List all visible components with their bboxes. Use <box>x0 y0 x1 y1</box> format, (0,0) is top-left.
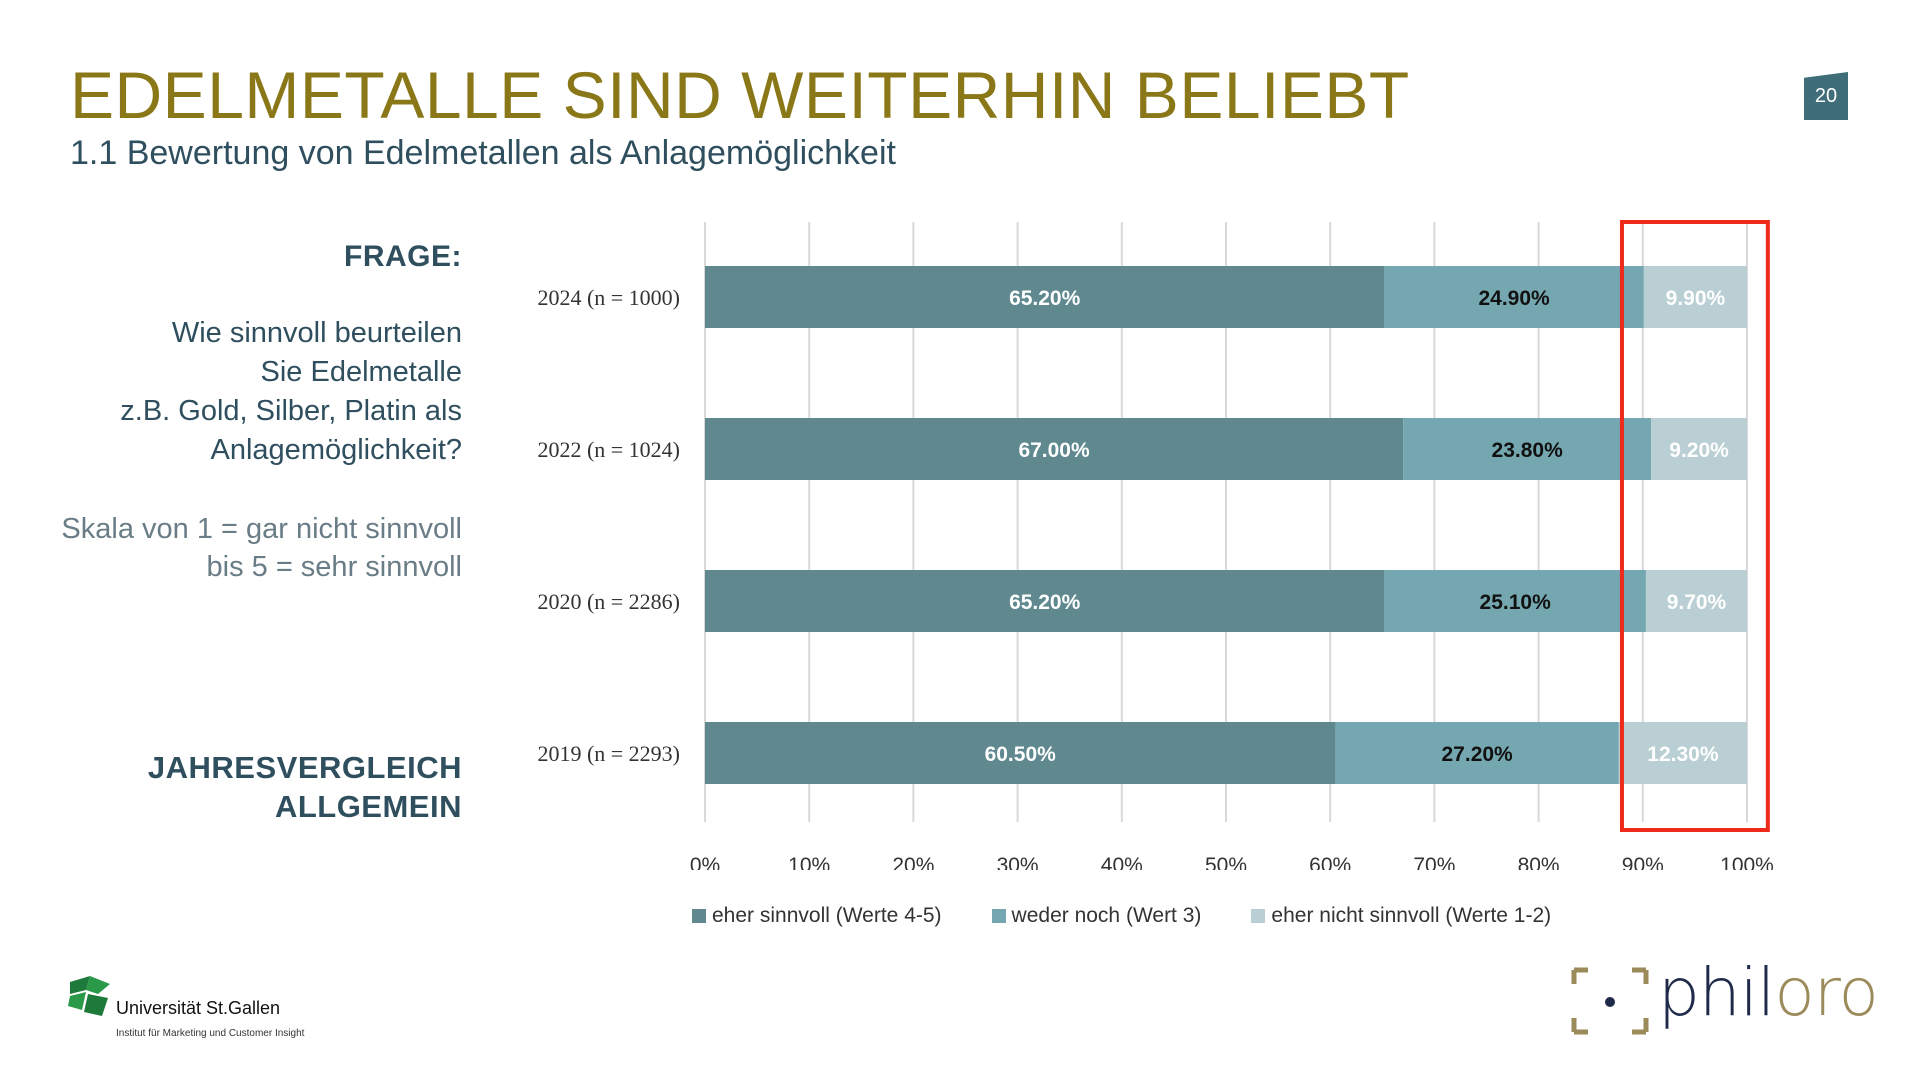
data-label: 65.20% <box>1009 591 1081 614</box>
data-label: 24.90% <box>1478 287 1550 310</box>
x-tick-label: 30% <box>997 854 1039 870</box>
category-label: 2022 (n = 1024) <box>537 437 680 462</box>
x-tick-label: 10% <box>788 854 830 870</box>
category-label: 2020 (n = 2286) <box>537 589 680 614</box>
x-tick-label: 60% <box>1309 854 1351 870</box>
legend-label: eher sinnvoll (Werte 4-5) <box>712 904 942 927</box>
legend-swatch <box>991 909 1006 923</box>
data-label: 9.70% <box>1667 591 1727 614</box>
x-tick-label: 40% <box>1101 854 1143 870</box>
bar-segment <box>705 722 1336 784</box>
data-label: 23.80% <box>1492 439 1564 462</box>
x-tick-label: 90% <box>1622 854 1664 870</box>
question-line: z.B. Gold, Silber, Platin als <box>120 395 462 427</box>
legend-label: eher nicht sinnvoll (Werte 1-2) <box>1271 904 1552 927</box>
bar-segment <box>1651 418 1747 480</box>
question-text: Wie sinnvoll beurteilen Sie Edelmetalle … <box>40 314 462 470</box>
x-tick-label: 80% <box>1518 854 1560 870</box>
page-title: EDELMETALLE SIND WEITERHIN BELIEBT <box>70 58 1410 132</box>
bar-segment <box>1643 266 1747 328</box>
question-line: Sie Edelmetalle <box>260 356 463 388</box>
stacked-bar-chart: 0% 10% 20% 30% 40% 50% 60% 70% 80% 90% 100% 2024 (n… <box>537 220 1774 870</box>
scale-line: bis 5 = sehr sinnvoll <box>206 551 463 583</box>
bar-segment <box>1384 266 1644 328</box>
comparison-line: JAHRESVERGLEICH <box>147 750 462 785</box>
data-label: 67.00% <box>1018 439 1090 462</box>
data-label: 65.20% <box>1009 287 1081 310</box>
university-logo: Universität St.Gallen Institut für Marke… <box>68 976 408 1046</box>
legend-swatch <box>692 909 706 923</box>
page-number-badge: 20 <box>1804 72 1848 120</box>
chart-legend: eher sinnvoll (Werte 4-5) weder noch (We… <box>692 904 1551 928</box>
legend-label: weder noch (Wert 3) <box>1011 904 1202 927</box>
data-label: 9.20% <box>1669 439 1729 462</box>
data-label: 9.90% <box>1666 287 1726 310</box>
bar-segment <box>705 266 1385 328</box>
data-label: 60.50% <box>985 743 1057 766</box>
category-label: 2024 (n = 1000) <box>537 285 680 310</box>
x-tick-label: 100% <box>1720 854 1774 870</box>
legend-item: weder noch (Wert 3) <box>991 904 1202 928</box>
legend-item: eher nicht sinnvoll (Werte 1-2) <box>1251 904 1551 928</box>
brand-name: philoro <box>1658 954 1879 1031</box>
x-tick-label: 70% <box>1413 854 1455 870</box>
scale-line: Skala von 1 = gar nicht sinnvoll <box>61 513 462 545</box>
bar-segment <box>705 570 1385 632</box>
question-heading: FRAGE: <box>344 240 462 273</box>
bar-segment <box>1403 418 1652 480</box>
university-emblem-icon <box>68 976 110 1016</box>
x-tick-label: 50% <box>1205 854 1247 870</box>
question-line: Anlagemöglichkeit? <box>210 434 462 466</box>
x-tick-label: 0% <box>690 854 720 870</box>
bar-segment <box>705 418 1404 480</box>
bar-segment <box>1384 570 1646 632</box>
category-label: 2019 (n = 2293) <box>537 741 680 766</box>
question-line: Wie sinnvoll beurteilen <box>171 317 462 349</box>
highlight-box <box>1619 220 1770 832</box>
legend-swatch <box>1251 909 1266 923</box>
comparison-label: JAHRESVERGLEICH ALLGEMEIN <box>40 748 462 826</box>
page-subtitle: 1.1 Bewertung von Edelmetallen als Anlag… <box>70 134 896 172</box>
bar-segment <box>1335 722 1619 784</box>
legend-item: eher sinnvoll (Werte 4-5) <box>692 904 942 928</box>
data-label: 25.10% <box>1480 591 1552 614</box>
university-name: Universität St.Gallen <box>116 998 281 1018</box>
university-subtitle: Institut für Marketing und Customer Insi… <box>116 1028 305 1039</box>
bar-segment <box>1645 570 1747 632</box>
question-panel: FRAGE: Wie sinnvoll beurteilen Sie Edelm… <box>40 240 462 586</box>
scale-description: Skala von 1 = gar nicht sinnvoll bis 5 =… <box>40 510 462 586</box>
philoro-bracket-icon <box>1571 967 1649 1035</box>
philoro-logo: philoro <box>1570 960 1879 1046</box>
comparison-line: ALLGEMEIN <box>274 789 462 824</box>
x-tick-label: 20% <box>892 854 934 870</box>
data-label: 27.20% <box>1442 743 1514 766</box>
bar-segment <box>1618 722 1747 784</box>
data-label: 12.30% <box>1647 743 1719 766</box>
